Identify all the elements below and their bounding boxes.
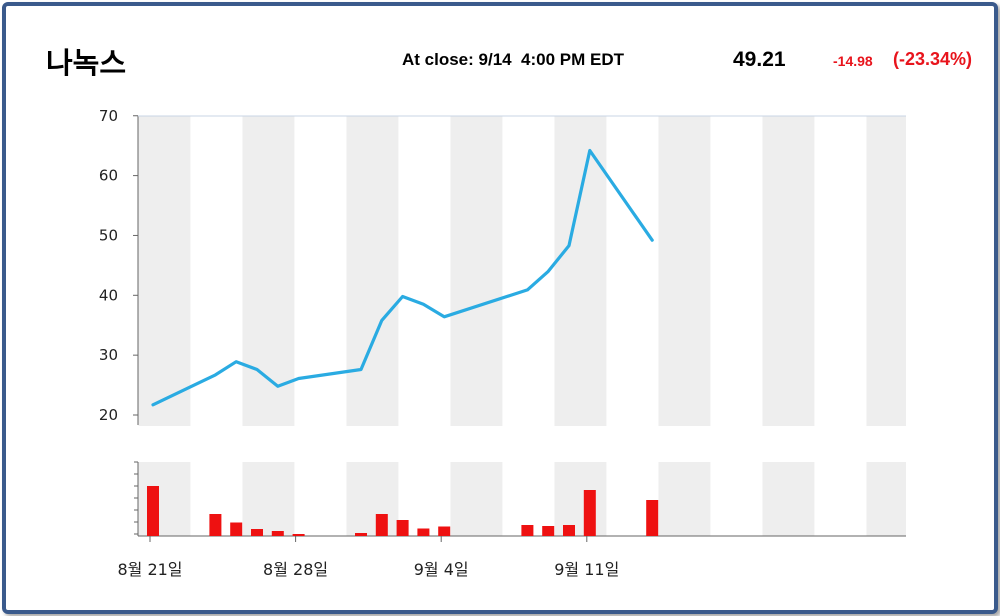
chart-title: 나녹스 [46, 46, 127, 80]
shade-band [138, 116, 191, 536]
last-price: 49.21 [733, 48, 786, 71]
volume-bar [417, 528, 430, 536]
x-tick-label: 9월 4일 [414, 560, 469, 579]
volume-bar [375, 514, 388, 536]
shade-band [346, 116, 399, 536]
volume-bar [147, 486, 159, 536]
shade-band [866, 116, 906, 536]
volume-bar [583, 490, 596, 536]
weekday-shading [138, 116, 906, 536]
x-axis-ticks: 8월 21일 8월 28일 9월 4일 9월 11일 [117, 536, 619, 579]
y-tick-label: 30 [99, 346, 118, 364]
volume-bars [147, 486, 659, 536]
price-change-percent: (-23.34%) [893, 49, 973, 69]
y-tick-label: 40 [99, 286, 118, 304]
price-line [151, 148, 654, 407]
close-info: At close: 9/14 4:00 PM EDT [402, 50, 625, 69]
shade-band [658, 116, 711, 536]
price-change: -14.98 [833, 53, 873, 69]
volume-bar [563, 525, 575, 536]
x-tick-label: 9월 11일 [554, 560, 619, 579]
volume-bar [271, 531, 284, 536]
y-tick-label: 60 [99, 167, 118, 185]
shade-band [450, 116, 503, 536]
volume-bar [355, 533, 367, 536]
shade-band [554, 116, 607, 536]
y-tick-label: 50 [99, 226, 118, 244]
volume-bar [396, 520, 409, 536]
y-tick-label: 70 [99, 107, 118, 125]
volume-bar [646, 500, 659, 536]
volume-bar [521, 525, 534, 536]
volume-bar [209, 514, 222, 536]
volume-bar [438, 526, 451, 536]
y-tick-label: 20 [99, 406, 118, 424]
x-tick-label: 8월 21일 [117, 560, 182, 579]
volume-bar [251, 529, 263, 536]
volume-bar [542, 526, 555, 536]
shade-band [762, 116, 815, 536]
volume-bar [292, 534, 305, 536]
volume-bar [230, 522, 243, 536]
panel-gap [138, 426, 906, 462]
y-axis-ticks: 70 60 50 40 30 20 [99, 107, 138, 424]
x-tick-label: 8월 28일 [263, 560, 328, 579]
shade-band [242, 116, 295, 536]
price-line-series [151, 148, 654, 407]
